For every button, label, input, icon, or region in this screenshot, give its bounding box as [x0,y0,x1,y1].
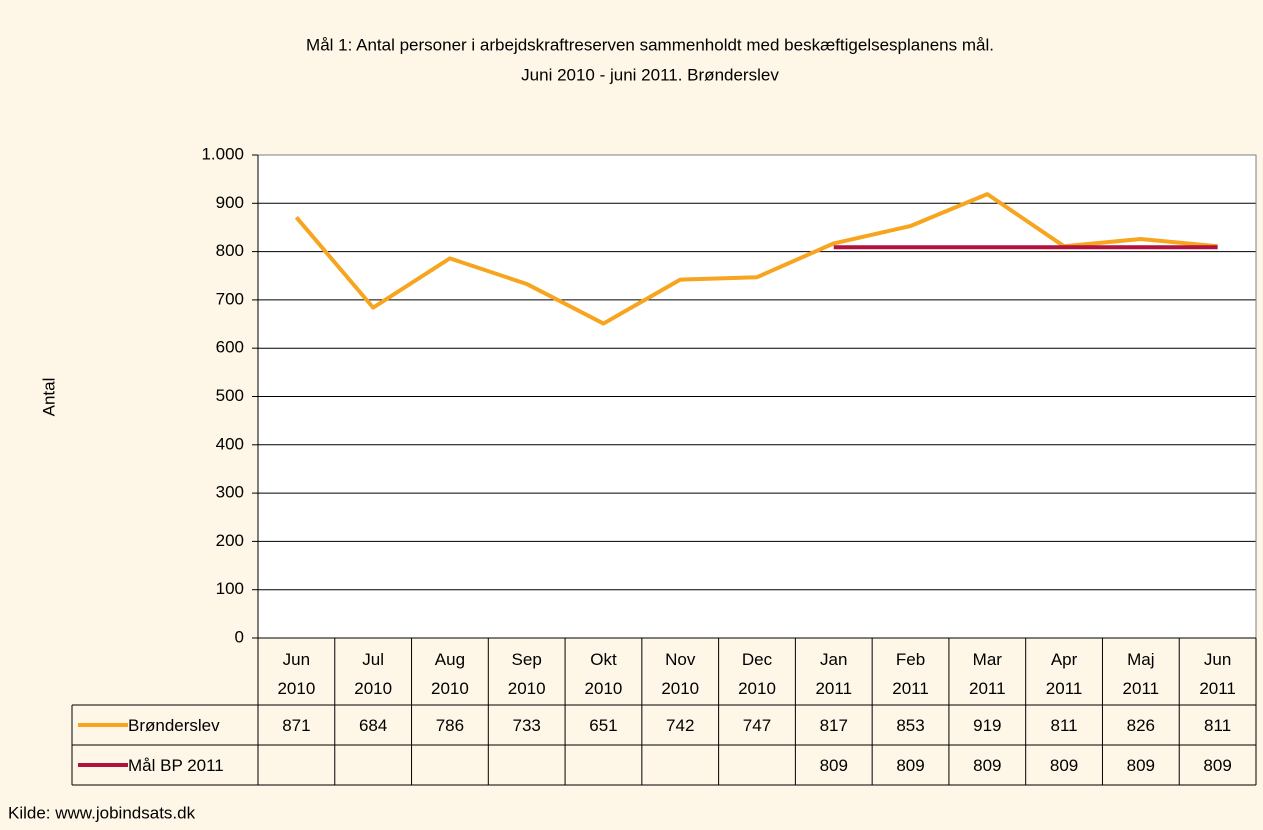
table-value: 809 [896,755,925,775]
table-value: 786 [435,715,465,735]
x-tick-label: Jan 2011 [815,649,853,698]
table-value: 871 [282,715,311,735]
table-value: 919 [973,715,1002,735]
y-tick-label: 400 [216,434,244,453]
y-tick-label: 600 [216,338,244,357]
source-note: Kilde: www.jobindsats.dk [8,803,196,822]
x-tick-label: Okt 2010 [584,649,623,698]
y-tick-label: 700 [216,289,244,308]
x-tick-label: Apr 2011 [1045,649,1083,698]
table-value: 811 [1050,715,1078,735]
y-axis-label: Antal [39,378,58,417]
x-tick-label: Sep 2010 [507,649,546,698]
table-value: 651 [589,715,618,735]
y-tick-label: 300 [216,483,244,502]
x-tick-label: Mar 2011 [969,649,1006,698]
x-tick-label: Feb 2011 [892,649,929,698]
y-tick-label: 1.000 [201,144,244,163]
table-value: 684 [358,715,388,735]
table-value: 809 [1049,755,1079,775]
table-value: 809 [1126,755,1156,775]
y-tick-label: 100 [216,579,244,598]
table-value: 747 [742,715,772,735]
table-value: 853 [896,715,925,735]
table-value: 742 [666,715,695,735]
table-value: 733 [512,715,541,735]
chart-title: Mål 1: Antal personer i arbejdskraftrese… [306,35,994,54]
table-value: 809 [1203,755,1232,775]
x-tick-label: Maj 2011 [1122,649,1160,698]
legend-label: Brønderslev [128,715,220,735]
table-value: 817 [819,715,848,735]
y-tick-label: 200 [216,531,244,550]
x-tick-label: Dec 2010 [738,649,776,698]
x-tick-label: Jul 2010 [354,649,393,698]
y-tick-label: 900 [216,193,244,212]
legend-label: Mål BP 2011 [128,755,224,775]
chart-subtitle: Juni 2010 - juni 2011. Brønderslev [521,65,779,84]
x-tick-label: Jun 2011 [1199,649,1236,698]
x-tick-label: Jun 2010 [277,649,316,698]
x-tick-label: Nov 2010 [661,649,700,698]
x-tick-label: Aug 2010 [431,649,469,698]
table-value: 811 [1204,715,1232,735]
table-value: 826 [1126,715,1156,735]
table-value: 809 [819,755,848,775]
y-tick-label: 500 [216,386,244,405]
y-tick-label: 800 [216,241,244,260]
table-value: 809 [973,755,1002,775]
y-tick-label: 0 [235,627,244,646]
